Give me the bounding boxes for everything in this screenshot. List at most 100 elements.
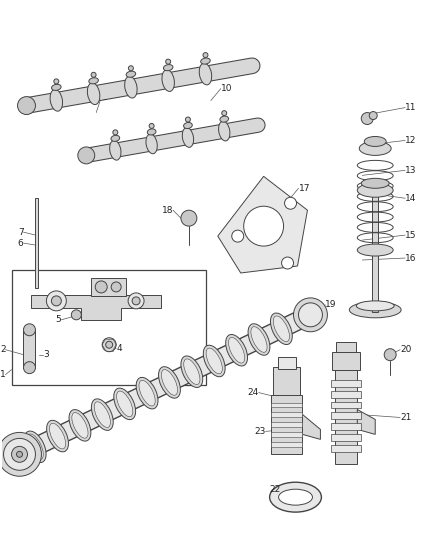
Ellipse shape [251,327,267,352]
Ellipse shape [279,489,312,505]
Text: 14: 14 [405,194,417,203]
Ellipse shape [184,123,192,128]
Text: 8: 8 [101,93,107,102]
Ellipse shape [270,313,292,344]
Ellipse shape [92,399,113,430]
Circle shape [102,338,116,352]
Circle shape [71,310,81,320]
Ellipse shape [357,183,393,197]
Ellipse shape [111,135,120,141]
Text: 10: 10 [221,84,232,93]
Ellipse shape [94,402,110,427]
Ellipse shape [357,244,393,256]
Polygon shape [357,409,375,434]
Ellipse shape [27,434,43,459]
Ellipse shape [203,345,225,377]
Circle shape [128,66,134,71]
Text: 17: 17 [299,184,310,193]
Circle shape [91,72,96,77]
Circle shape [244,206,283,246]
Ellipse shape [182,127,194,147]
Bar [24,330,35,368]
Text: 9: 9 [201,134,207,143]
Bar [271,402,303,408]
Ellipse shape [47,421,68,452]
Ellipse shape [184,359,200,384]
Circle shape [185,117,191,122]
Ellipse shape [146,134,157,154]
Text: 20: 20 [400,345,412,354]
Bar [271,432,303,438]
Ellipse shape [161,369,177,395]
Text: 2: 2 [0,345,6,354]
Bar [332,391,361,398]
Ellipse shape [139,381,155,406]
Bar [35,198,39,288]
Bar [271,423,303,427]
Bar [91,278,126,296]
Text: 3: 3 [43,350,49,359]
Circle shape [384,349,396,361]
Circle shape [54,79,59,84]
Bar [271,394,303,454]
Bar [332,413,361,419]
Bar [336,369,357,464]
Text: 18: 18 [162,206,173,215]
Ellipse shape [206,348,223,374]
Ellipse shape [126,71,136,77]
Circle shape [11,446,28,462]
Bar [336,342,356,352]
Ellipse shape [89,78,99,84]
Circle shape [24,362,35,374]
Circle shape [24,324,35,336]
Ellipse shape [181,356,203,387]
Bar [332,379,361,386]
Polygon shape [32,295,161,320]
Circle shape [17,451,22,457]
Ellipse shape [219,121,230,141]
Circle shape [293,298,327,332]
Ellipse shape [162,70,174,92]
Ellipse shape [248,324,270,356]
Bar [271,413,303,417]
Text: 13: 13 [405,166,417,175]
Text: 5: 5 [56,316,61,324]
Bar [11,270,206,385]
Ellipse shape [199,63,212,85]
Ellipse shape [49,423,66,449]
Circle shape [282,257,293,269]
Ellipse shape [270,482,321,512]
Ellipse shape [201,58,210,64]
Circle shape [4,438,35,470]
Ellipse shape [159,367,180,398]
Circle shape [51,296,61,306]
Ellipse shape [50,90,63,111]
Bar [278,357,296,369]
Circle shape [113,130,118,135]
Circle shape [166,59,171,64]
Ellipse shape [72,413,88,438]
Ellipse shape [125,76,137,98]
Bar [372,190,378,312]
Circle shape [299,303,322,327]
Ellipse shape [359,141,391,156]
Text: 11: 11 [405,103,417,112]
Circle shape [369,111,377,119]
Ellipse shape [52,84,61,91]
Circle shape [46,291,66,311]
Circle shape [95,281,107,293]
Circle shape [78,147,95,164]
Ellipse shape [356,301,394,311]
Bar [271,442,303,447]
Text: 7: 7 [18,228,24,237]
Text: 16: 16 [405,254,417,263]
Polygon shape [303,415,321,439]
Text: 4: 4 [116,344,122,353]
Bar [272,367,300,394]
Circle shape [111,282,121,292]
Text: 15: 15 [405,231,417,240]
Ellipse shape [24,431,46,463]
Circle shape [18,96,35,115]
Text: 21: 21 [400,413,412,422]
Bar [332,352,360,369]
